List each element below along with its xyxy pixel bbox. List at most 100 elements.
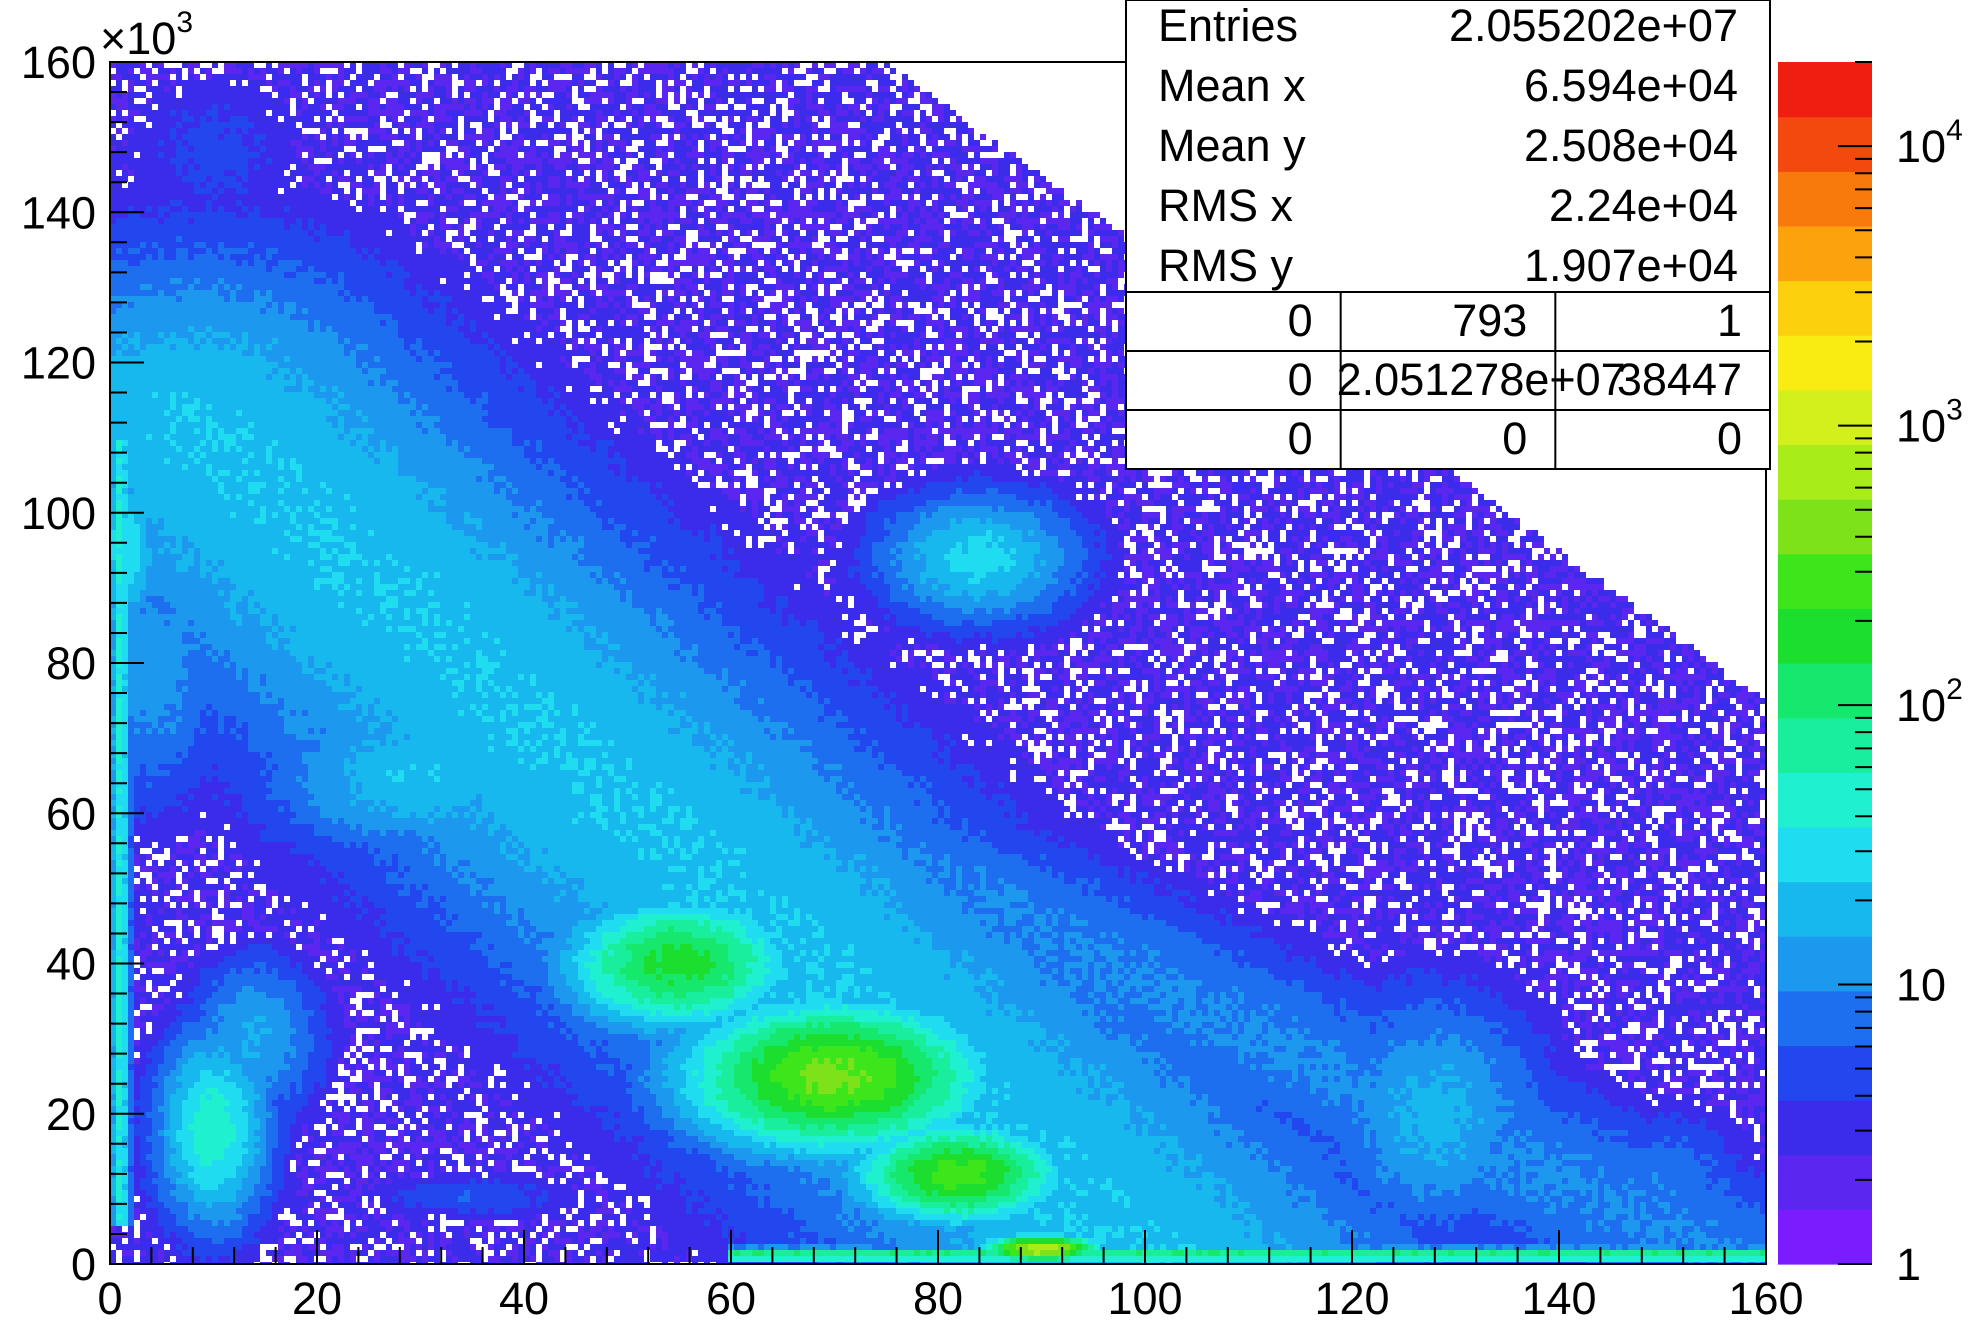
heatmap-cell xyxy=(1040,242,1046,248)
heatmap-cell xyxy=(362,224,368,230)
heatmap-cell xyxy=(386,152,392,158)
heatmap-cell xyxy=(884,110,890,116)
heatmap-cell xyxy=(188,104,194,110)
heatmap-cell xyxy=(560,152,566,158)
heatmap-cell xyxy=(488,140,494,146)
heatmap-cell xyxy=(398,218,404,224)
heatmap-cell xyxy=(254,128,260,134)
heatmap-cell xyxy=(308,278,314,284)
heatmap-cell xyxy=(836,86,842,92)
heatmap-cell xyxy=(134,110,140,116)
heatmap-cell xyxy=(974,278,980,284)
heatmap-cell xyxy=(878,74,884,80)
heatmap-cell xyxy=(560,182,566,188)
heatmap-cell xyxy=(536,128,542,134)
heatmap-cell xyxy=(332,158,338,164)
heatmap-cell xyxy=(740,170,746,176)
heatmap-cell xyxy=(734,284,740,290)
heatmap-cell xyxy=(398,200,404,206)
heatmap-cell xyxy=(260,188,266,194)
heatmap-cell xyxy=(704,170,710,176)
heatmap-cell xyxy=(224,272,230,278)
heatmap-cell xyxy=(980,182,986,188)
heatmap-cell xyxy=(1070,272,1076,278)
heatmap-cell xyxy=(842,80,848,86)
heatmap-cell xyxy=(440,86,446,92)
heatmap-cell xyxy=(668,164,674,170)
heatmap-cell xyxy=(410,206,416,212)
heatmap-cell xyxy=(932,164,938,170)
heatmap-cell xyxy=(686,158,692,164)
heatmap-cell xyxy=(806,104,812,110)
heatmap-cell xyxy=(464,254,470,260)
heatmap-cell xyxy=(266,236,272,242)
heatmap-cell xyxy=(902,236,908,242)
heatmap-cell xyxy=(638,212,644,218)
heatmap-cell xyxy=(176,122,182,128)
heatmap-cell xyxy=(542,152,548,158)
heatmap-cell xyxy=(446,164,452,170)
heatmap-cell xyxy=(704,188,710,194)
heatmap-cell xyxy=(536,188,542,194)
heatmap-cell xyxy=(722,254,728,260)
heatmap-cell xyxy=(290,92,296,98)
heatmap-cell xyxy=(806,236,812,242)
heatmap-cell xyxy=(530,68,536,74)
heatmap-cell xyxy=(998,206,1004,212)
heatmap-cell xyxy=(908,134,914,140)
heatmap-cell xyxy=(752,176,758,182)
heatmap-cell xyxy=(308,248,314,254)
heatmap-cell xyxy=(464,140,470,146)
heatmap-cell xyxy=(242,152,248,158)
heatmap-cell xyxy=(296,206,302,212)
heatmap-cell xyxy=(260,272,266,278)
heatmap-cell xyxy=(164,290,170,296)
heatmap-cell xyxy=(506,170,512,176)
heatmap-cell xyxy=(746,224,752,230)
heatmap-cell xyxy=(944,182,950,188)
heatmap-cell xyxy=(866,104,872,110)
heatmap-cell xyxy=(218,278,224,284)
heatmap-cell xyxy=(470,92,476,98)
heatmap-cell xyxy=(938,272,944,278)
heatmap-cell xyxy=(392,146,398,152)
heatmap-cell xyxy=(260,74,266,80)
heatmap-cell xyxy=(1070,278,1076,284)
heatmap-cell xyxy=(122,284,128,290)
heatmap-cell xyxy=(236,242,242,248)
heatmap-cell xyxy=(842,230,848,236)
heatmap-cell xyxy=(1046,230,1052,236)
heatmap-cell xyxy=(500,176,506,182)
heatmap-cell xyxy=(842,86,848,92)
heatmap-cell xyxy=(704,236,710,242)
heatmap-cell xyxy=(224,242,230,248)
heatmap-cell xyxy=(338,212,344,218)
heatmap-cell xyxy=(554,104,560,110)
heatmap-cell xyxy=(1058,206,1064,212)
heatmap-cell xyxy=(1052,230,1058,236)
heatmap-cell xyxy=(470,284,476,290)
heatmap-cell xyxy=(830,92,836,98)
heatmap-cell xyxy=(284,176,290,182)
heatmap-cell xyxy=(662,290,668,296)
heatmap-cell xyxy=(290,284,296,290)
heatmap-cell xyxy=(308,122,314,128)
heatmap-cell xyxy=(428,200,434,206)
heatmap-cell xyxy=(980,272,986,278)
heatmap-cell xyxy=(488,128,494,134)
heatmap-cell xyxy=(1064,236,1070,242)
heatmap-cell xyxy=(152,164,158,170)
heatmap-cell xyxy=(476,92,482,98)
heatmap-cell xyxy=(938,236,944,242)
heatmap-cell xyxy=(452,122,458,128)
heatmap-cell xyxy=(692,260,698,266)
heatmap-cell xyxy=(440,134,446,140)
heatmap-cell xyxy=(188,224,194,230)
heatmap-cell xyxy=(362,272,368,278)
heatmap-cell xyxy=(464,242,470,248)
heatmap-cell xyxy=(386,218,392,224)
heatmap-cell xyxy=(200,170,206,176)
heatmap-cell xyxy=(644,260,650,266)
heatmap-cell xyxy=(1070,254,1076,260)
heatmap-cell xyxy=(410,290,416,296)
